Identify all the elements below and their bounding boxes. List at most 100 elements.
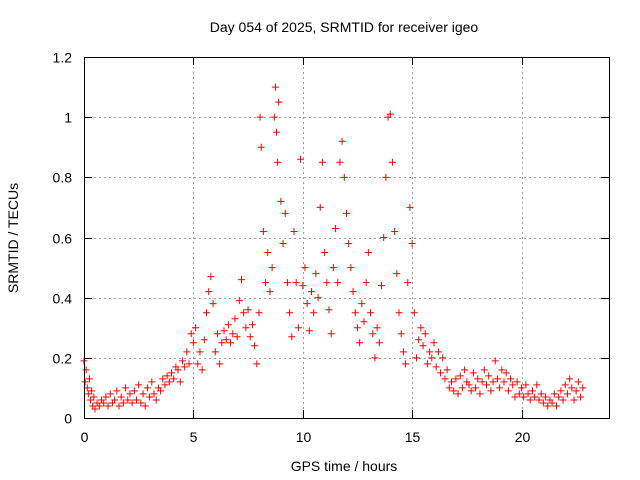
data-point xyxy=(395,309,403,317)
data-point xyxy=(528,387,536,395)
data-point xyxy=(240,309,248,317)
data-point xyxy=(452,375,460,383)
data-point xyxy=(150,390,158,398)
data-point xyxy=(224,321,232,329)
data-point xyxy=(478,378,486,386)
data-point xyxy=(448,378,455,386)
data-point xyxy=(522,381,530,389)
x-tick-label: 10 xyxy=(296,429,312,445)
data-point xyxy=(111,396,119,404)
data-point xyxy=(294,324,302,332)
data-points xyxy=(80,83,587,413)
data-point xyxy=(137,399,145,407)
data-point xyxy=(472,384,480,392)
data-point xyxy=(174,366,182,374)
data-point xyxy=(563,390,571,398)
data-point xyxy=(271,83,279,91)
data-point xyxy=(229,330,237,338)
data-point xyxy=(347,264,355,272)
data-point xyxy=(413,354,420,362)
data-point xyxy=(143,384,151,392)
data-point xyxy=(194,360,202,368)
y-tick-label: 1.2 xyxy=(53,50,73,66)
data-point xyxy=(128,399,136,407)
data-point xyxy=(312,270,320,278)
data-point xyxy=(227,339,235,347)
data-point xyxy=(81,378,89,386)
data-point xyxy=(410,309,418,317)
data-point xyxy=(124,396,132,404)
data-point xyxy=(122,384,130,392)
data-point xyxy=(256,113,264,121)
data-point xyxy=(432,363,440,371)
data-point xyxy=(467,387,475,395)
data-point xyxy=(325,306,333,314)
data-point xyxy=(248,321,256,329)
data-point xyxy=(327,330,335,338)
data-point xyxy=(474,375,482,383)
data-point xyxy=(84,390,92,398)
data-point xyxy=(336,158,344,166)
data-point xyxy=(577,393,585,401)
data-point xyxy=(531,393,539,401)
data-point xyxy=(430,339,438,347)
data-point xyxy=(288,333,296,341)
data-point xyxy=(491,357,499,365)
data-point xyxy=(246,333,254,341)
data-point xyxy=(85,375,93,383)
data-point xyxy=(334,279,342,287)
data-point xyxy=(161,381,169,389)
data-point xyxy=(264,249,272,257)
data-point xyxy=(244,306,252,314)
data-point xyxy=(126,390,134,398)
data-point xyxy=(343,209,350,217)
data-point xyxy=(345,240,353,248)
data-point xyxy=(469,369,477,377)
data-point xyxy=(426,348,434,356)
data-point xyxy=(238,276,245,284)
data-point xyxy=(485,372,493,380)
data-point xyxy=(106,390,114,398)
y-tick-label: 0.8 xyxy=(53,170,73,186)
data-point xyxy=(91,405,99,413)
data-point xyxy=(213,330,221,338)
data-point xyxy=(332,224,340,232)
data-point xyxy=(281,209,289,217)
data-point xyxy=(450,387,458,395)
y-tick-label: 0 xyxy=(64,411,72,427)
data-point xyxy=(266,288,274,296)
data-point xyxy=(391,227,399,235)
data-point xyxy=(489,378,497,386)
data-point xyxy=(141,402,149,410)
data-point xyxy=(165,378,173,386)
data-point xyxy=(353,324,361,332)
data-point xyxy=(498,366,506,374)
data-point xyxy=(515,390,523,398)
data-point xyxy=(367,309,375,317)
data-point xyxy=(205,288,213,296)
data-point xyxy=(561,381,569,389)
data-point xyxy=(321,249,329,257)
x-tick-label: 20 xyxy=(515,429,531,445)
data-point xyxy=(297,155,305,163)
y-tick-label: 1 xyxy=(64,110,72,126)
data-point xyxy=(338,137,346,145)
data-point xyxy=(526,396,534,404)
data-point xyxy=(102,393,110,401)
data-point xyxy=(445,384,453,392)
data-point xyxy=(555,393,563,401)
data-point xyxy=(139,390,147,398)
data-point xyxy=(303,300,311,308)
data-point xyxy=(231,315,239,323)
data-point xyxy=(235,297,243,305)
data-point xyxy=(544,402,552,410)
data-point xyxy=(299,282,307,290)
data-point xyxy=(386,110,394,118)
data-point xyxy=(104,402,112,410)
data-point xyxy=(465,381,473,389)
data-point xyxy=(513,378,521,386)
data-point xyxy=(520,393,528,401)
data-point xyxy=(415,336,423,344)
data-point xyxy=(443,366,451,374)
data-point xyxy=(572,387,580,395)
